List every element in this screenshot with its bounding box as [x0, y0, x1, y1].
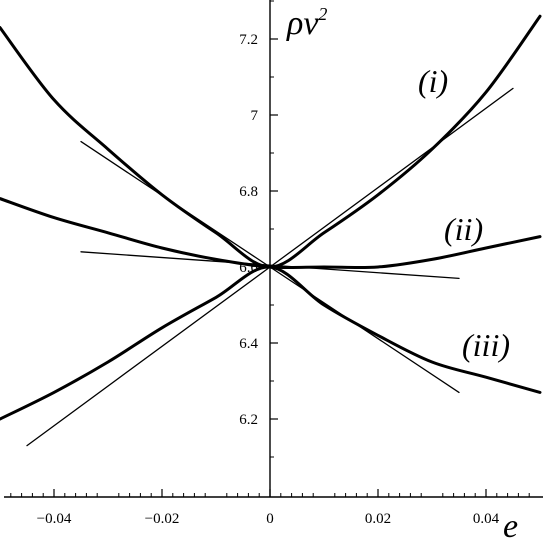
y-tick-label: 6.2: [239, 412, 258, 428]
y-tick-label: 7.2: [239, 32, 258, 48]
x-tick-label: 0: [266, 511, 274, 527]
curve-label-iii: (iii): [462, 327, 510, 363]
y-tick-label: 6.8: [239, 184, 258, 200]
ticks-layer: −0.04 −0.02 0 0.02 0.04 6.2 6.4 6.6 6.8 7 7.2: [10, 0, 530, 527]
y-tick-label: 6.4: [239, 336, 258, 352]
x-tick-label: −0.02: [145, 511, 180, 527]
y-tick-label: 7: [251, 108, 259, 124]
y-axis-label: ρv2: [286, 4, 327, 42]
x-tick-label: 0.02: [365, 511, 391, 527]
curve-label-i: (i): [418, 63, 448, 99]
curve-label-ii: (ii): [444, 211, 483, 247]
y-tick-label: 6.6: [239, 260, 258, 276]
axes-layer: [4, 0, 543, 498]
x-axis-label: e: [503, 508, 518, 539]
y-axis-label-superscript: 2: [318, 4, 327, 24]
x-tick-label: 0.04: [473, 511, 500, 527]
x-tick-label: −0.04: [37, 511, 72, 527]
